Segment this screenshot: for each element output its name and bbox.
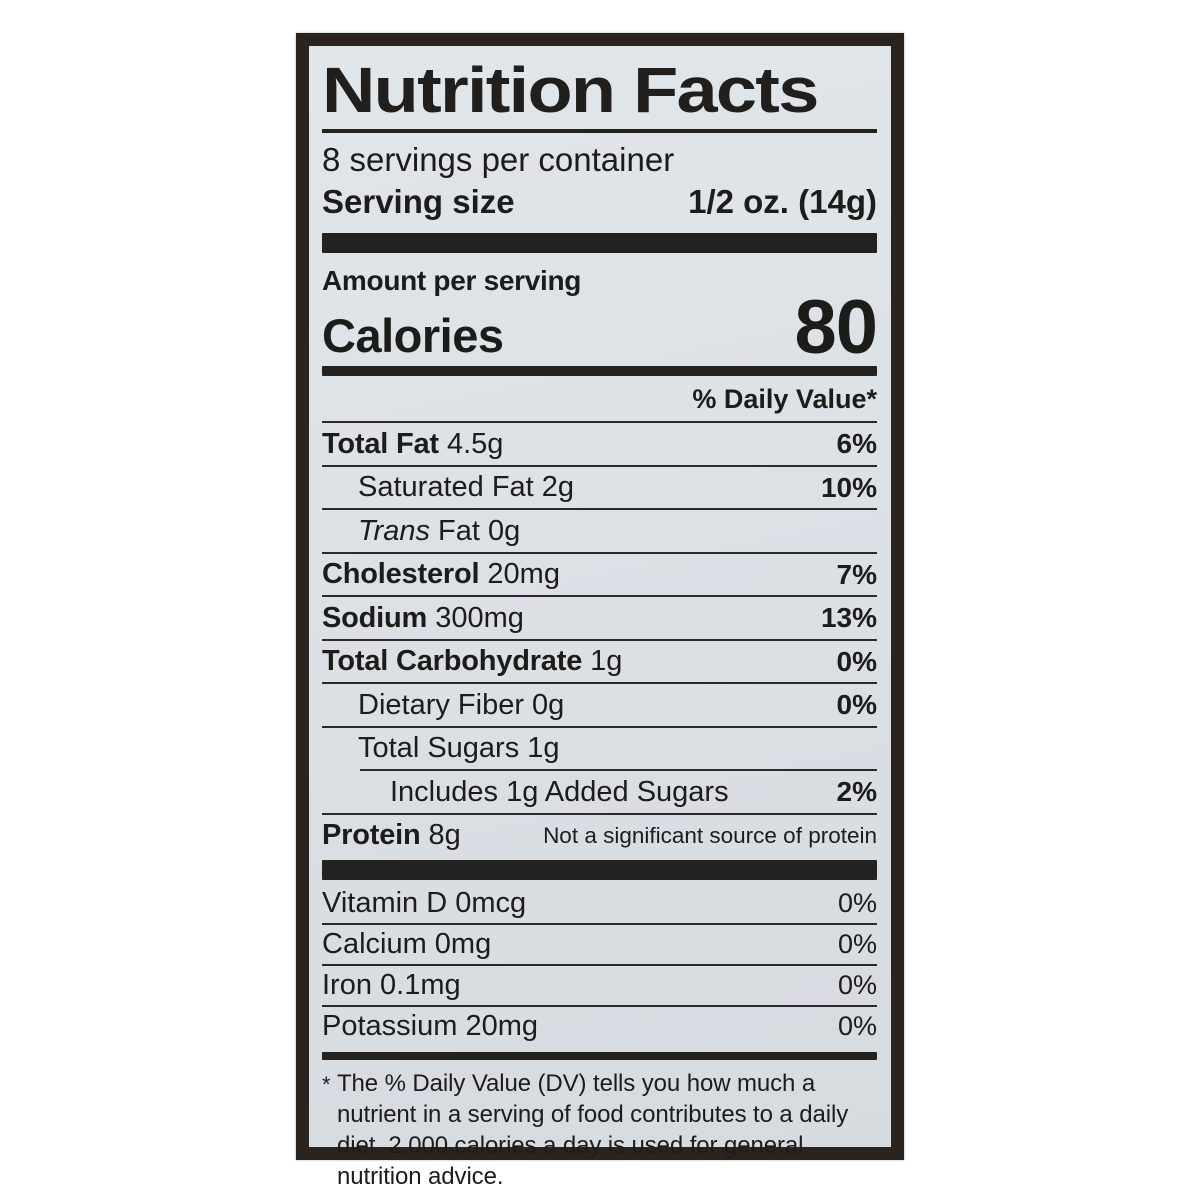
separator-line (322, 508, 877, 511)
nutrient-name: Protein (322, 819, 421, 851)
separator-line-indented (360, 769, 877, 772)
micronutrient-row-iron: Iron 0.1mg 0% (322, 966, 877, 1005)
separator-line (322, 964, 877, 967)
nutrient-dv: 6% (836, 428, 877, 459)
nutrient-amount: 4.5g (438, 427, 504, 460)
nutrient-name: Cholesterol (322, 558, 480, 590)
nutrient-row-trans-fat: Trans Fat 0g (322, 510, 877, 552)
micronutrient-row-calcium: Calcium 0mg 0% (322, 925, 877, 964)
serving-size-value: 1/2 oz. (14g) (688, 183, 877, 221)
separator-bar-medium (322, 1052, 877, 1061)
separator-line (322, 812, 877, 815)
separator-line (322, 682, 877, 685)
separator-bar-thick (322, 860, 877, 881)
calories-row: Calories 80 (322, 284, 878, 370)
nutrient-row-cholesterol: Cholesterol 20mg 7% (322, 554, 877, 596)
micronutrient-name: Potassium 20mg (322, 1010, 538, 1043)
micronutrient-row-potassium: Potassium 20mg 0% (322, 1007, 877, 1046)
nutrient-row-dietary-fiber: Dietary Fiber 0g 0% (322, 684, 877, 726)
serving-size-label: Serving size (322, 183, 515, 221)
servings-per-container: 8 servings per container (322, 141, 675, 178)
label-title: Nutrition Facts (322, 54, 819, 126)
micronutrient-name: Iron 0.1mg (322, 969, 461, 1002)
separator-line (322, 1005, 877, 1008)
nutrient-dv: 2% (836, 776, 877, 807)
nutrition-facts-label: Nutrition Facts 8 servings per container… (296, 33, 904, 1190)
nutrient-amount: 8g (420, 819, 461, 851)
separator-line (322, 464, 877, 467)
nutrient-amount: Fat 0g (429, 514, 521, 547)
nutrient-name: Sodium (322, 601, 428, 634)
nutrient-dv: 13% (820, 602, 877, 633)
nutrient-row-total-fat: Total Fat 4.5g 6% (322, 423, 877, 465)
micronutrient-name: Calcium 0mg (322, 928, 492, 961)
nutrient-name: Total Sugars 1g (358, 732, 560, 764)
calories-value: 80 (794, 284, 878, 370)
micronutrient-row-vitamin-d: Vitamin D 0mcg 0% (322, 884, 877, 923)
footnote: * The % Daily Value (DV) tells you how m… (322, 1069, 877, 1193)
separator-line (322, 421, 877, 424)
nutrient-row-sodium: Sodium 300mg 13% (322, 597, 877, 639)
nutrient-amount: 300mg (427, 601, 524, 634)
separator-line (322, 725, 877, 728)
nutrient-dv: 10% (820, 471, 877, 503)
footnote-marker: * (322, 1072, 331, 1098)
separator-line (322, 638, 877, 641)
title-rule (322, 129, 877, 133)
nutrient-name: Includes 1g Added Sugars (390, 775, 729, 808)
protein-note: Not a significant source of protein (543, 822, 877, 848)
nutrient-row-protein: Protein 8g Not a significant source of p… (322, 815, 877, 857)
nutrient-dv: 7% (836, 558, 877, 590)
separator-line (322, 551, 877, 554)
serving-size-row: Serving size 1/2 oz. (14g) (322, 183, 877, 221)
nutrient-name: Dietary Fiber 0g (358, 688, 565, 721)
nutrient-name: Total Carbohydrate (322, 645, 583, 677)
nutrient-name: Saturated Fat 2g (358, 471, 575, 503)
nutrient-name: Total Fat (322, 427, 439, 460)
separator-bar-thick (322, 233, 877, 254)
nutrient-amount: 20mg (479, 558, 560, 590)
nutrient-row-total-sugars: Total Sugars 1g (322, 728, 877, 770)
separator-line (322, 923, 877, 926)
nutrient-row-added-sugars: Includes 1g Added Sugars 2% (322, 771, 877, 813)
amount-per-serving-label: Amount per serving (322, 265, 582, 297)
separator-bar-medium (322, 366, 877, 377)
footnote-text: The % Daily Value (DV) tells you how muc… (337, 1070, 849, 1191)
nutrient-amount: 1g (582, 645, 623, 677)
daily-value-header: % Daily Value* (692, 384, 877, 415)
nutrient-row-saturated-fat: Saturated Fat 2g 10% (322, 467, 877, 509)
nutrient-name-italic: Trans (358, 514, 430, 547)
nutrient-row-total-carbohydrate: Total Carbohydrate 1g 0% (322, 641, 877, 683)
nutrient-dv: 0% (836, 645, 877, 677)
nutrient-dv: 0% (836, 689, 877, 720)
micronutrient-dv: 0% (837, 970, 877, 1001)
separator-line (322, 595, 877, 598)
micronutrient-dv: 0% (837, 1011, 877, 1042)
micronutrient-name: Vitamin D 0mcg (322, 887, 527, 920)
micronutrient-dv: 0% (837, 888, 877, 919)
micronutrient-dv: 0% (837, 929, 877, 960)
calories-label: Calories (322, 309, 504, 363)
